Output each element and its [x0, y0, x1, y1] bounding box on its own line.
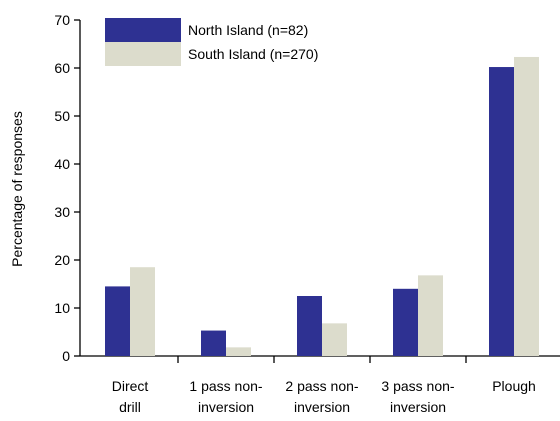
y-tick-label: 10	[54, 300, 70, 316]
bar-south-4	[514, 56, 539, 357]
plot-area: 0 10 20 30 40 50 60 70 Direct drill 1 pass non-inv…	[54, 12, 560, 415]
bar-south-3	[418, 275, 443, 356]
x-category-label: Direct drill	[112, 378, 149, 415]
legend-label-south: South Island (n=270)	[188, 46, 318, 62]
x-category-label-line: Plough	[492, 378, 536, 394]
legend-swatch-north	[105, 18, 181, 42]
x-category-label-line: 3 pass non-	[381, 378, 454, 394]
bar-north-0	[105, 286, 130, 356]
bar-north-4	[489, 67, 514, 356]
x-category-label: 3 pass non-inversion	[381, 378, 454, 415]
x-category-label-line: Direct	[112, 378, 149, 394]
y-tick-label: 20	[54, 252, 70, 268]
legend-label-north: North Island (n=82)	[188, 22, 308, 38]
y-tick-label: 40	[54, 156, 70, 172]
y-tick-label: 0	[62, 348, 70, 364]
y-tick-label: 70	[54, 12, 70, 28]
bar-north-3	[393, 288, 418, 356]
x-category-label-line: drill	[119, 399, 141, 415]
x-category-label: 1 pass non-inversion	[189, 378, 262, 415]
x-category-label-line: 1 pass non-	[189, 378, 262, 394]
y-axis-title: Percentage of responses	[9, 111, 25, 267]
legend-swatch-south	[105, 42, 181, 66]
bar-south-2	[322, 323, 347, 356]
x-category-label-line: inversion	[294, 399, 350, 415]
x-category-label-line: 2 pass non-	[285, 378, 358, 394]
bar-south-0	[130, 267, 155, 356]
x-category-label-line: inversion	[198, 399, 254, 415]
legend: North Island (n=82) South Island (n=270)	[105, 18, 318, 66]
bar-north-1	[201, 330, 226, 356]
x-category-label: 2 pass non-inversion	[285, 378, 358, 415]
y-tick-label: 30	[54, 204, 70, 220]
y-tick-label: 50	[54, 108, 70, 124]
y-tick-label: 60	[54, 60, 70, 76]
x-category-label-line: inversion	[390, 399, 446, 415]
bar-north-2	[297, 296, 322, 356]
bar-south-1	[226, 347, 251, 356]
x-category-label: Plough	[492, 378, 536, 394]
